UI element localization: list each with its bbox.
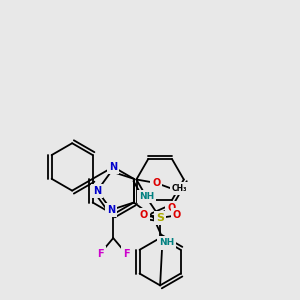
Text: O: O — [172, 210, 181, 220]
Text: CH₃: CH₃ — [172, 184, 187, 193]
Text: O: O — [140, 210, 148, 220]
Text: O: O — [167, 203, 176, 213]
Text: S: S — [156, 213, 164, 223]
Text: N: N — [109, 162, 117, 172]
Text: O: O — [152, 178, 160, 188]
Text: F: F — [123, 248, 130, 259]
Text: N: N — [93, 186, 101, 196]
Text: N: N — [107, 205, 115, 215]
Text: F: F — [97, 248, 104, 259]
Text: NH: NH — [139, 192, 154, 201]
Text: NH: NH — [159, 238, 174, 247]
